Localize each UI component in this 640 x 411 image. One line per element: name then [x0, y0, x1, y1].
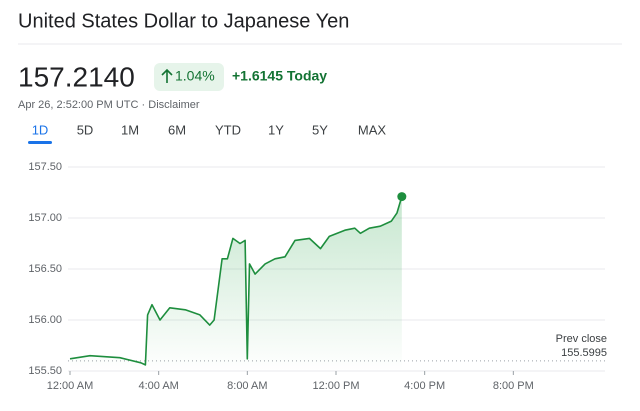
x-tick-label: 12:00 AM [47, 380, 93, 392]
range-tab[interactable]: 1Y [268, 122, 284, 137]
chart: 155.50 156.00 156.50 157.00 157.50 12:00 AM 4:… [28, 161, 607, 392]
y-tick-label: 157.50 [28, 161, 62, 173]
range-tab[interactable]: YTD [215, 122, 241, 137]
range-tab[interactable]: 5D [77, 122, 94, 137]
x-tick-label: 8:00 AM [227, 380, 267, 392]
price-line [69, 196, 403, 366]
separator: · [142, 99, 146, 111]
disclaimer-link[interactable]: Disclaimer [148, 99, 200, 111]
x-tick-label: 4:00 AM [138, 380, 178, 392]
x-tick-label: 8:00 PM [493, 380, 534, 392]
price: 157.2140 [18, 61, 135, 92]
range-tab[interactable]: 1D [32, 122, 49, 137]
selected-tab-underline [28, 141, 52, 144]
change-today: +1.6145 Today [232, 68, 327, 84]
change-percent: 1.04% [175, 68, 215, 84]
range-tab[interactable]: 5Y [312, 122, 328, 137]
y-tick-label: 157.00 [28, 212, 62, 224]
timestamp-line: Apr 26, 2:52:00 PM UTC · Disclaimer [18, 99, 200, 111]
prev-close-label: Prev close [556, 333, 607, 345]
prev-close-value: 155.5995 [561, 347, 607, 359]
title: United States Dollar to Japanese Yen [18, 10, 349, 32]
range-tab[interactable]: 6M [168, 122, 186, 137]
y-tick-label: 155.50 [28, 365, 62, 377]
y-tick-label: 156.50 [28, 263, 62, 275]
y-tick-label: 156.00 [28, 314, 62, 326]
timestamp: Apr 26, 2:52:00 PM UTC [18, 99, 138, 111]
range-tab[interactable]: 1M [121, 122, 139, 137]
change-badge [154, 63, 224, 91]
area-fill [70, 196, 402, 371]
up-arrow-icon [161, 68, 173, 83]
last-point [397, 192, 407, 202]
range-tab[interactable]: MAX [358, 122, 387, 137]
x-tick-label: 4:00 PM [404, 380, 445, 392]
range-tabs: 1D 5D 1M 6M YTD 1Y 5Y MAX [28, 122, 386, 144]
x-tick-label: 12:00 PM [312, 380, 359, 392]
